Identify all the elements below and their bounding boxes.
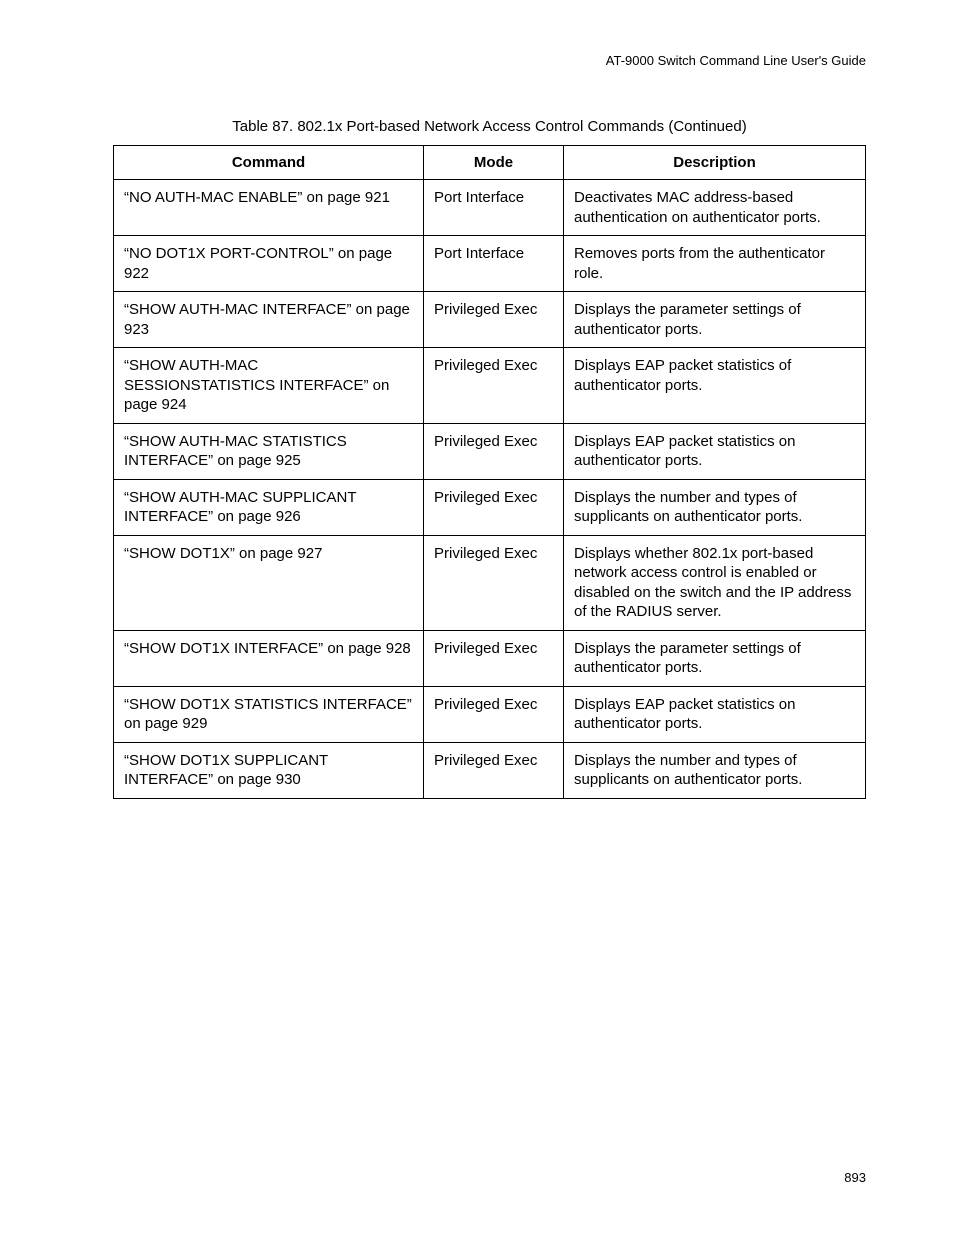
page-number: 893 [844,1170,866,1185]
cell-command: “SHOW DOT1X SUPPLICANT INTERFACE” on pag… [114,742,424,798]
header-command: Command [114,146,424,180]
cell-command: “SHOW DOT1X INTERFACE” on page 928 [114,630,424,686]
table-row: “SHOW AUTH-MAC INTERFACE” on page 923 Pr… [114,292,866,348]
cell-mode: Privileged Exec [424,423,564,479]
table-header-row: Command Mode Description [114,146,866,180]
table-caption: Table 87. 802.1x Port-based Network Acce… [113,118,866,135]
table-row: “NO AUTH-MAC ENABLE” on page 921 Port In… [114,180,866,236]
cell-mode: Privileged Exec [424,686,564,742]
header-mode: Mode [424,146,564,180]
cell-description: Deactivates MAC address-based authentica… [564,180,866,236]
cell-description: Displays EAP packet statistics of authen… [564,348,866,424]
cell-command: “NO DOT1X PORT-CONTROL” on page 922 [114,236,424,292]
page-container: AT-9000 Switch Command Line User's Guide… [0,0,954,1235]
table-row: “SHOW AUTH-MAC STATISTICS INTERFACE” on … [114,423,866,479]
cell-description: Displays whether 802.1x port-based netwo… [564,535,866,630]
cell-command: “SHOW DOT1X” on page 927 [114,535,424,630]
cell-mode: Privileged Exec [424,742,564,798]
cell-command: “SHOW AUTH-MAC SESSIONSTATISTICS INTERFA… [114,348,424,424]
cell-mode: Privileged Exec [424,535,564,630]
cell-description: Displays EAP packet statistics on authen… [564,423,866,479]
cell-description: Removes ports from the authenticator rol… [564,236,866,292]
table-row: “SHOW DOT1X” on page 927 Privileged Exec… [114,535,866,630]
table-row: “SHOW AUTH-MAC SESSIONSTATISTICS INTERFA… [114,348,866,424]
table-body: “NO AUTH-MAC ENABLE” on page 921 Port In… [114,180,866,799]
table-row: “SHOW DOT1X STATISTICS INTERFACE” on pag… [114,686,866,742]
cell-description: Displays the parameter settings of authe… [564,630,866,686]
table-row: “SHOW AUTH-MAC SUPPLICANT INTERFACE” on … [114,479,866,535]
commands-table: Command Mode Description “NO AUTH-MAC EN… [113,145,866,799]
cell-mode: Privileged Exec [424,292,564,348]
cell-mode: Privileged Exec [424,348,564,424]
table-row: “SHOW DOT1X SUPPLICANT INTERFACE” on pag… [114,742,866,798]
cell-mode: Privileged Exec [424,479,564,535]
cell-command: “SHOW AUTH-MAC STATISTICS INTERFACE” on … [114,423,424,479]
cell-description: Displays EAP packet statistics on authen… [564,686,866,742]
cell-command: “NO AUTH-MAC ENABLE” on page 921 [114,180,424,236]
cell-command: “SHOW AUTH-MAC SUPPLICANT INTERFACE” on … [114,479,424,535]
cell-mode: Port Interface [424,180,564,236]
cell-mode: Privileged Exec [424,630,564,686]
header-guide-title: AT-9000 Switch Command Line User's Guide [113,53,866,68]
cell-command: “SHOW DOT1X STATISTICS INTERFACE” on pag… [114,686,424,742]
cell-description: Displays the number and types of supplic… [564,479,866,535]
cell-description: Displays the number and types of supplic… [564,742,866,798]
header-description: Description [564,146,866,180]
cell-description: Displays the parameter settings of authe… [564,292,866,348]
table-row: “SHOW DOT1X INTERFACE” on page 928 Privi… [114,630,866,686]
cell-mode: Port Interface [424,236,564,292]
table-row: “NO DOT1X PORT-CONTROL” on page 922 Port… [114,236,866,292]
cell-command: “SHOW AUTH-MAC INTERFACE” on page 923 [114,292,424,348]
